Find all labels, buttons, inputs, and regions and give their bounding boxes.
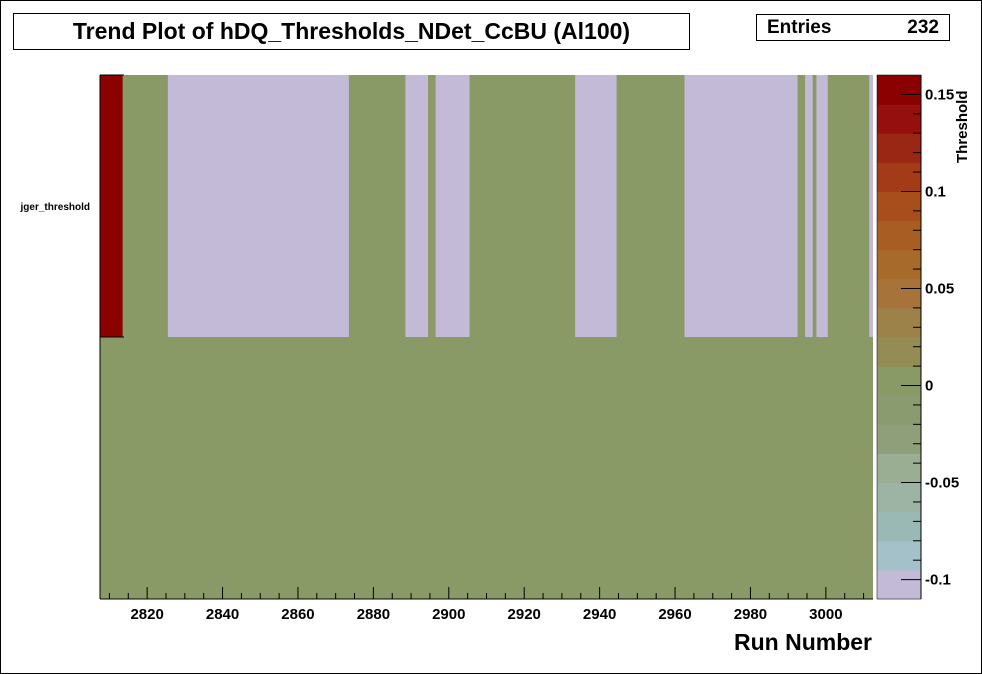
z-tick-label: 0.15 [925,86,954,103]
y-tick-label: jger_threshold [20,202,90,213]
stats-box: Entries 232 [756,14,950,41]
axes: jger_threshold 2820 2840 2860 2880 2900 2920 29… [20,74,873,655]
palette-band [877,75,921,105]
palette-band [877,133,921,163]
palette-band [877,337,921,367]
palette-band [877,307,921,338]
palette-band [877,511,921,542]
x-tick-label: 2820 [130,606,163,623]
plot-area [100,75,873,599]
palette-band [877,482,921,513]
palette-band [877,395,921,425]
color-palette: 0.15 0.1 0.05 0 -0.05 -0.1 Threshold [876,74,971,600]
title-box: Trend Plot of hDQ_Thresholds_NDet_CcBU (… [13,13,690,50]
x-axis-title: Run Number [734,629,872,655]
palette-band [877,424,921,454]
heatmap-cell [100,75,123,337]
z-tick-label: -0.05 [925,475,959,492]
z-tick-label: 0.05 [925,280,954,297]
heatmap-cell [405,75,429,337]
heatmap-cell [805,75,813,337]
heatmap-cell [575,75,617,337]
z-tick-label: 0 [925,378,933,395]
palette-band [877,249,921,280]
palette-band [877,104,921,134]
x-tick-label: 2960 [658,606,691,623]
heatmap-cell [684,75,798,337]
palette-band [877,453,921,484]
x-tick-label: 2940 [583,606,616,623]
palette-band [877,191,921,222]
palette-band [877,569,921,600]
z-tick-label: 0.1 [925,183,946,200]
heatmap-cell [869,75,873,337]
z-axis-title: Threshold [954,90,971,163]
stats-entries-value: 232 [907,17,939,38]
x-tick-label: 2860 [281,606,314,623]
z-tick-label: -0.1 [925,572,951,589]
heatmap-cell [816,75,828,337]
x-tick-label: 2920 [508,606,541,623]
palette-band [877,278,921,309]
heatmap-row [100,337,873,599]
palette-band [877,540,921,571]
palette-band [877,366,921,396]
palette-band [877,162,921,192]
x-tick-label: 2880 [357,606,390,623]
x-tick-label: 3000 [809,606,842,623]
heatmap-cell [167,75,349,337]
x-tick-label: 2840 [206,606,239,623]
stats-entries-label: Entries [767,17,832,38]
heatmap-cell [435,75,470,337]
palette-band [877,220,921,251]
chart-title: Trend Plot of hDQ_Thresholds_NDet_CcBU (… [72,18,631,44]
x-tick-label: 2980 [734,606,767,623]
x-tick-label: 2900 [432,606,465,623]
